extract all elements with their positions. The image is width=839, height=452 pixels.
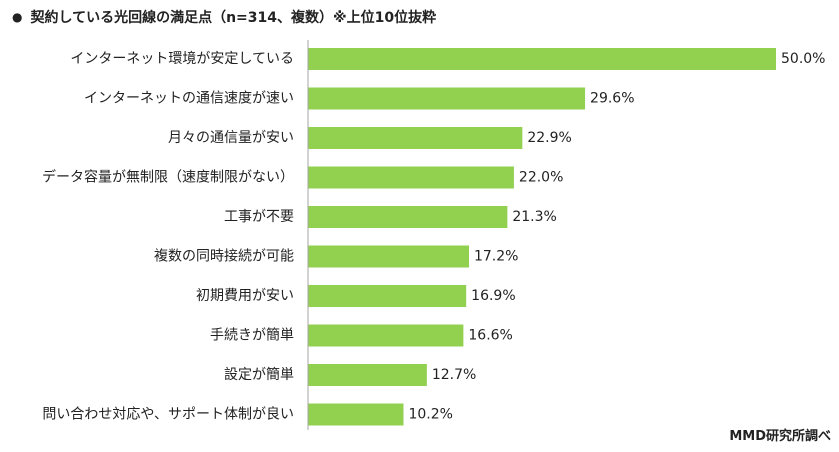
bar (308, 166, 514, 189)
value-label: 21.3% (512, 209, 556, 225)
bar (308, 206, 508, 228)
bar (308, 403, 404, 426)
chart-title: 契約している光回線の満足点（n=314、複数）※上位10位抜粋 (30, 10, 437, 26)
bar (308, 48, 776, 70)
bar (308, 324, 464, 347)
value-label: 29.6% (590, 91, 634, 107)
bar (308, 364, 427, 386)
category-label: 設定が簡単 (224, 367, 294, 383)
bar (308, 245, 469, 268)
category-label: 問い合わせ対応や、サポート体制が良い (42, 407, 294, 423)
category-label: インターネット環境が安定している (70, 51, 294, 67)
value-label: 50.0% (781, 51, 825, 67)
value-label: 16.6% (468, 328, 512, 344)
category-label: インターネットの通信速度が速い (84, 91, 294, 107)
value-label: 22.0% (519, 170, 563, 186)
value-label: 12.7% (432, 367, 476, 383)
category-label: データ容量が無制限（速度制限がない） (42, 169, 294, 186)
bar (308, 127, 523, 149)
category-label: 月々の通信量が安い (168, 130, 294, 146)
category-label: 工事が不要 (224, 209, 294, 225)
bar (308, 285, 467, 307)
chart-title-row: ● 契約している光回線の満足点（n=314、複数）※上位10位抜粋 (12, 6, 436, 28)
category-label: 初期費用が安い (196, 287, 294, 304)
value-label: 10.2% (408, 407, 452, 423)
value-label: 17.2% (474, 249, 518, 265)
category-label: 複数の同時接続が可能 (154, 248, 294, 265)
value-label: 16.9% (471, 288, 515, 304)
source-credit: MMD研究所調べ (729, 429, 831, 444)
bullet-icon: ● (12, 10, 23, 24)
value-label: 22.9% (527, 130, 571, 146)
bar (308, 87, 586, 110)
category-label: 手続きが簡単 (210, 327, 294, 344)
